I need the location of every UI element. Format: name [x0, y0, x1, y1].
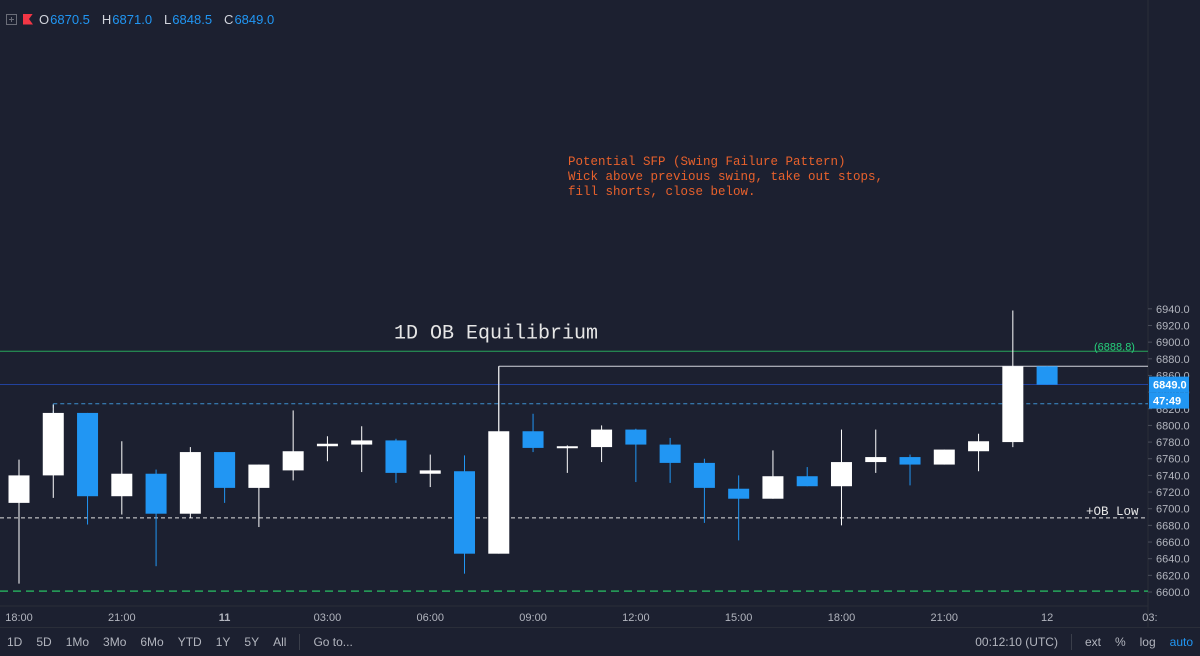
range-1y[interactable]: 1Y	[215, 635, 231, 649]
range-5d[interactable]: 5D	[36, 635, 52, 649]
countdown-badge	[1149, 392, 1189, 409]
x-tick-label: 18:00	[5, 612, 33, 624]
log-toggle[interactable]: log	[1139, 635, 1156, 649]
y-tick-label: 6880.0	[1156, 354, 1190, 366]
candle-body	[1002, 366, 1024, 443]
ob-low-label: +OB Low	[1086, 505, 1139, 519]
close-value: 6849.0	[234, 11, 275, 27]
y-tick-label: 6800.0	[1156, 420, 1190, 432]
candle-body	[454, 471, 476, 554]
countdown-label: 47:49	[1153, 396, 1181, 408]
ext-toggle[interactable]: ext	[1084, 635, 1101, 649]
candle-body	[522, 431, 544, 448]
candle-body	[693, 462, 715, 488]
candle-body	[179, 452, 201, 514]
candle-body	[419, 470, 441, 474]
sfp-annotation-line1: Potential SFP (Swing Failure Pattern)	[568, 155, 846, 169]
candle-body	[351, 440, 373, 445]
x-tick-label: 21:00	[108, 612, 136, 624]
high-value: 6871.0	[112, 11, 153, 27]
x-tick-label: 06:00	[416, 612, 444, 624]
ohlc-legend: O6870.5 H6871.0 L6848.5 C6849.0	[6, 10, 280, 28]
open-label: O	[39, 11, 50, 27]
equilibrium-title: 1D OB Equilibrium	[394, 322, 598, 345]
candle-body	[248, 464, 270, 488]
range-ytd[interactable]: YTD	[177, 635, 202, 649]
candle-body	[488, 431, 510, 554]
y-tick-label: 6940.0	[1156, 304, 1190, 316]
y-tick-label: 6900.0	[1156, 337, 1190, 349]
x-tick-label: 09:00	[519, 612, 547, 624]
x-tick-label: 18:00	[828, 612, 856, 624]
low-label: L	[164, 11, 172, 27]
x-tick-label: 12	[1041, 612, 1053, 624]
range-3mo[interactable]: 3Mo	[103, 635, 127, 649]
percent-toggle[interactable]: %	[1114, 635, 1126, 649]
candle-body	[214, 452, 236, 488]
y-tick-label: 6740.0	[1156, 470, 1190, 482]
y-tick-label: 6780.0	[1156, 437, 1190, 449]
x-tick-label: 21:00	[931, 612, 959, 624]
y-tick-label: 6680.0	[1156, 520, 1190, 532]
y-tick-label: 6700.0	[1156, 504, 1190, 516]
candle-body	[728, 488, 750, 499]
x-tick-label: 12:00	[622, 612, 650, 624]
candle-body	[968, 441, 990, 452]
range-6mo[interactable]: 6Mo	[140, 635, 164, 649]
expand-icon[interactable]	[6, 13, 17, 25]
candle-body	[1036, 366, 1058, 385]
current-price-badge	[1149, 376, 1189, 393]
candle-body	[316, 443, 338, 447]
candle-body	[796, 476, 818, 487]
close-label: C	[224, 11, 234, 27]
sfp-annotation-line2: Wick above previous swing, take out stop…	[568, 170, 883, 184]
open-value: 6870.5	[50, 11, 90, 27]
candle-body	[830, 462, 852, 487]
high-label: H	[101, 11, 112, 27]
candle-body	[77, 412, 99, 497]
candle-body	[591, 429, 613, 448]
candle-body	[8, 475, 30, 503]
current-price-label: 6849.0	[1153, 380, 1187, 392]
candle-body	[111, 473, 133, 497]
range-all[interactable]: All	[273, 635, 287, 649]
y-tick-label: 6660.0	[1156, 537, 1190, 549]
candle-body	[556, 446, 578, 449]
y-tick-label: 6620.0	[1156, 570, 1190, 582]
candle-body	[899, 457, 921, 465]
y-tick-label: 6640.0	[1156, 554, 1190, 566]
candle-body	[385, 440, 407, 473]
utc-clock[interactable]: 00:12:10 (UTC)	[975, 635, 1058, 649]
candle-body	[659, 444, 681, 463]
range-5y[interactable]: 5Y	[244, 635, 260, 649]
candle-body	[933, 449, 955, 465]
equilibrium-label: (6888.8)	[1094, 341, 1135, 353]
y-tick-label: 6760.0	[1156, 454, 1190, 466]
x-tick-label: 11	[219, 612, 231, 624]
flag-icon[interactable]	[23, 13, 33, 25]
candle-body	[145, 473, 167, 514]
auto-toggle[interactable]: auto	[1169, 635, 1193, 649]
toolbar-divider	[299, 634, 301, 650]
goto-button[interactable]: Go to...	[313, 635, 353, 649]
candle-body	[42, 412, 64, 476]
candle-body	[865, 457, 887, 463]
candle-body	[625, 429, 647, 445]
x-tick-label: 03:00	[314, 612, 342, 624]
candlestick-chart[interactable]: 6940.06920.06900.06880.06860.06840.06820…	[0, 0, 1200, 627]
toolbar-divider	[1070, 634, 1072, 650]
x-tick-label: 15:00	[725, 612, 753, 624]
candle-body	[762, 476, 784, 499]
range-1d[interactable]: 1D	[7, 635, 23, 649]
candle-body	[282, 451, 304, 471]
bottom-toolbar: 1D 5D 1Mo 3Mo 6Mo YTD 1Y 5Y All Go to...…	[0, 627, 1200, 656]
y-tick-label: 6920.0	[1156, 320, 1190, 332]
y-tick-label: 6720.0	[1156, 487, 1190, 499]
y-tick-label: 6600.0	[1156, 587, 1190, 599]
x-tick-label: 03:	[1142, 612, 1157, 624]
sfp-annotation-line3: fill shorts, close below.	[568, 185, 756, 199]
range-1mo[interactable]: 1Mo	[65, 635, 90, 649]
low-value: 6848.5	[172, 11, 213, 27]
